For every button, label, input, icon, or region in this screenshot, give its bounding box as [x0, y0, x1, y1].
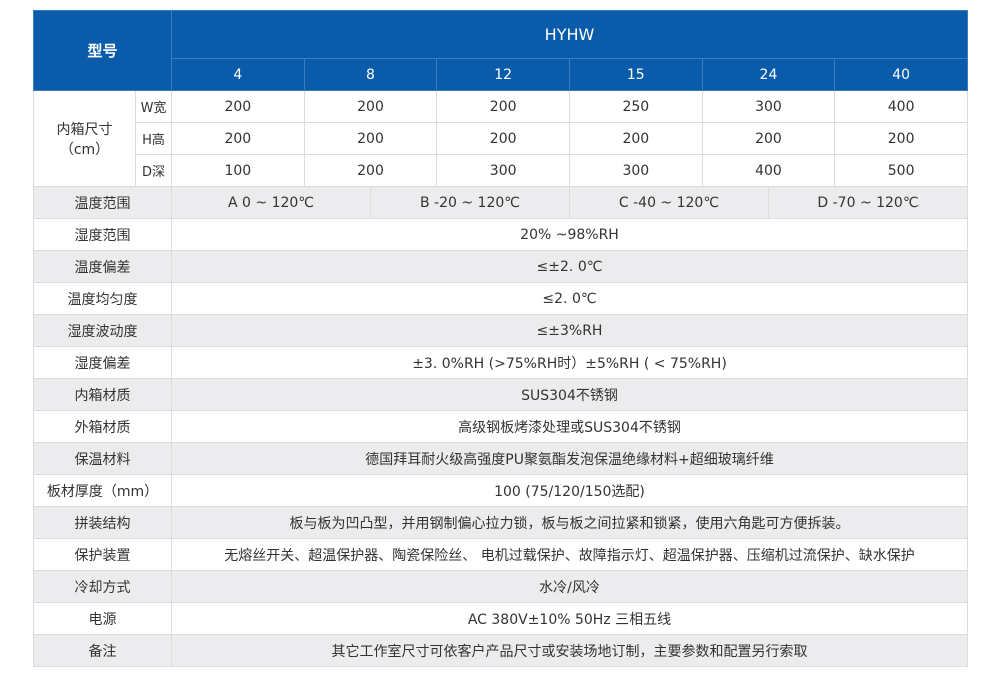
spec-row: 湿度范围 20% ~98%RH: [32, 218, 968, 251]
spec-value: 无熔丝开关、超温保护器、陶瓷保险丝、 电机过载保护、故障指示灯、超温保护器、压缩…: [171, 538, 968, 571]
spec-label: 备注: [32, 634, 173, 667]
spec-label: 温度偏差: [32, 250, 173, 283]
dimension-value: 300: [701, 90, 836, 123]
spec-label: 温度均匀度: [32, 282, 173, 315]
dimension-value: 200: [303, 90, 438, 123]
spec-row: 电源 AC 380V±10% 50Hz 三相五线: [32, 602, 968, 635]
spec-label: 湿度范围: [32, 218, 173, 251]
dimension-label: W宽: [134, 90, 173, 123]
spec-value: ±3. 0%RH (>75%RH时）±5%RH ( < 75%RH): [171, 346, 968, 379]
spec-value: 100 (75/120/150选配): [171, 474, 968, 507]
inner-size-row: H高 200 200 200 200 200 200: [34, 122, 968, 155]
spec-label: 冷却方式: [32, 570, 173, 603]
inner-size-label: 内箱尺寸 （cm）: [33, 90, 136, 187]
inner-size-title: 内箱尺寸: [56, 121, 113, 138]
dimension-label: H高: [134, 122, 173, 155]
spec-label: 湿度偏差: [32, 346, 173, 379]
dimension-value: 400: [701, 154, 836, 187]
spec-row: 内箱材质 SUS304不锈钢: [32, 378, 968, 411]
dimension-value: 200: [303, 154, 438, 187]
dimension-value: 100: [171, 154, 305, 187]
spec-row: 外箱材质 高级钢板烤漆处理或SUS304不锈钢: [32, 410, 968, 443]
model-header: 8: [303, 58, 438, 91]
dimension-value: 200: [834, 122, 968, 155]
temp-range-label: 温度范围: [32, 186, 173, 219]
spec-row: 冷却方式 水冷/风冷: [32, 570, 968, 603]
spec-label: 保护装置: [32, 538, 173, 571]
spec-value: ≤±2. 0℃: [171, 250, 968, 283]
spec-label: 湿度波动度: [32, 314, 173, 347]
temp-range-option: A 0 ~ 120℃: [171, 186, 371, 219]
spec-value: AC 380V±10% 50Hz 三相五线: [171, 602, 968, 635]
spec-label: 外箱材质: [32, 410, 173, 443]
dimension-value: 200: [701, 122, 836, 155]
spec-row: 拼装结构 板与板为凹凸型，并用钢制偏心拉力锁，板与板之间拉紧和锁紧，使用六角匙可方…: [32, 506, 968, 539]
spec-table: 型号 HYHW 4 8 12 15 24 40 内箱尺寸 （cm） W宽 200 200 200 25…: [32, 10, 968, 667]
dimension-value: 200: [436, 90, 570, 123]
spec-row: 温度均匀度 ≤2. 0℃: [32, 282, 968, 315]
dimension-label: D深: [134, 154, 173, 187]
dimension-value: 200: [568, 122, 703, 155]
spec-value: 20% ~98%RH: [171, 218, 968, 251]
dimension-value: 300: [436, 154, 570, 187]
spec-value: ≤2. 0℃: [171, 282, 968, 315]
spec-value: 德国拜耳耐火级高强度PU聚氨酯发泡保温绝缘材料+超细玻璃纤维: [171, 442, 968, 475]
inner-size-row: 内箱尺寸 （cm） W宽 200 200 200 250 300 400: [33, 90, 968, 187]
spec-row: 备注 其它工作室尺寸可依客户产品尺寸或安装场地订制，主要参数和配置另行索取: [32, 634, 968, 667]
spec-row: 保温材料 德国拜耳耐火级高强度PU聚氨酯发泡保温绝缘材料+超细玻璃纤维: [32, 442, 968, 475]
spec-row: 湿度偏差 ±3. 0%RH (>75%RH时）±5%RH ( < 75%RH): [32, 346, 968, 379]
spec-label: 保温材料: [32, 442, 173, 475]
series-name: HYHW: [171, 10, 968, 59]
temp-range-row: 温度范围 A 0 ~ 120℃ B -20 ~ 120℃ C -40 ~ 120℃ D …: [32, 186, 968, 219]
spec-row: 温度偏差 ≤±2. 0℃: [32, 250, 968, 283]
model-header: 12: [436, 58, 570, 91]
spec-label: 内箱材质: [32, 378, 173, 411]
spec-value: SUS304不锈钢: [171, 378, 968, 411]
spec-value: 其它工作室尺寸可依客户产品尺寸或安装场地订制，主要参数和配置另行索取: [171, 634, 968, 667]
dimension-value: 200: [303, 122, 438, 155]
dimension-value: 300: [568, 154, 703, 187]
dimension-value: 200: [171, 122, 305, 155]
spec-row: 板材厚度（mm） 100 (75/120/150选配): [32, 474, 968, 507]
inner-size-row: D深 100 200 300 300 400 500: [34, 154, 968, 187]
model-header: 4: [171, 58, 305, 91]
spec-value: ≤±3%RH: [171, 314, 968, 347]
model-header: 24: [701, 58, 836, 91]
dimension-value: 400: [834, 90, 968, 123]
spec-label: 电源: [32, 602, 173, 635]
temp-range-option: B -20 ~ 120℃: [370, 186, 570, 219]
model-header: 40: [834, 58, 968, 91]
temp-range-option: C -40 ~ 120℃: [568, 186, 769, 219]
model-label: 型号: [32, 10, 173, 91]
inner-size-unit: （cm）: [59, 141, 110, 158]
spec-row: 保护装置 无熔丝开关、超温保护器、陶瓷保险丝、 电机过载保护、故障指示灯、超温保护…: [32, 538, 968, 571]
spec-value: 板与板为凹凸型，并用钢制偏心拉力锁，板与板之间拉紧和锁紧，使用六角匙可方便拆装。: [171, 506, 968, 539]
spec-value: 水冷/风冷: [171, 570, 968, 603]
spec-row: 湿度波动度 ≤±3%RH: [32, 314, 968, 347]
dimension-value: 200: [436, 122, 570, 155]
dimension-value: 250: [568, 90, 703, 123]
spec-label: 板材厚度（mm）: [32, 474, 173, 507]
dimension-value: 200: [171, 90, 305, 123]
temp-range-option: D -70 ~ 120℃: [767, 186, 968, 219]
spec-value: 高级钢板烤漆处理或SUS304不锈钢: [171, 410, 968, 443]
model-header: 15: [568, 58, 703, 91]
spec-label: 拼装结构: [32, 506, 173, 539]
dimension-value: 500: [834, 154, 968, 187]
